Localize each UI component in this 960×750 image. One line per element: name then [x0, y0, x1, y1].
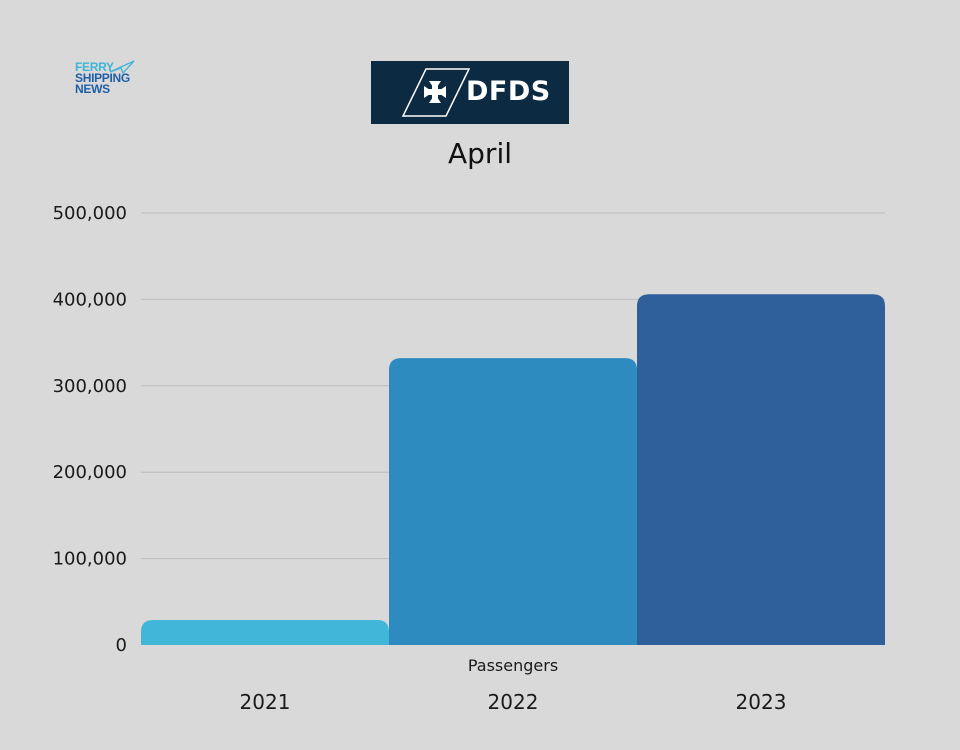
- logo-line-2: SHIPPING: [75, 71, 130, 85]
- y-tick-label: 400,000: [53, 289, 127, 310]
- ferry-shipping-news-logo: FERRY SHIPPING NEWS: [75, 60, 135, 96]
- paper-plane-icon: [109, 60, 135, 74]
- chart-title: April: [448, 137, 512, 170]
- y-tick-label: 200,000: [53, 462, 127, 483]
- y-tick-label: 300,000: [53, 376, 127, 397]
- series-label: Passengers: [467, 656, 559, 675]
- y-tick-label: 0: [116, 635, 127, 656]
- bar: [141, 619, 389, 645]
- y-tick-label: 500,000: [53, 203, 127, 224]
- logo-line-3: NEWS: [75, 82, 110, 96]
- logo-line-1: FERRY: [75, 60, 114, 74]
- x-tick-label: 2021: [240, 690, 291, 714]
- dfds-logo: [371, 61, 569, 124]
- dfds-logo-text: DFDS: [466, 76, 551, 107]
- y-tick-label: 100,000: [53, 549, 127, 570]
- bar: [637, 294, 885, 645]
- bar: [389, 358, 637, 645]
- x-tick-label: 2023: [736, 690, 787, 714]
- cross-emblem-icon: [401, 68, 471, 117]
- x-tick-label: 2022: [488, 690, 539, 714]
